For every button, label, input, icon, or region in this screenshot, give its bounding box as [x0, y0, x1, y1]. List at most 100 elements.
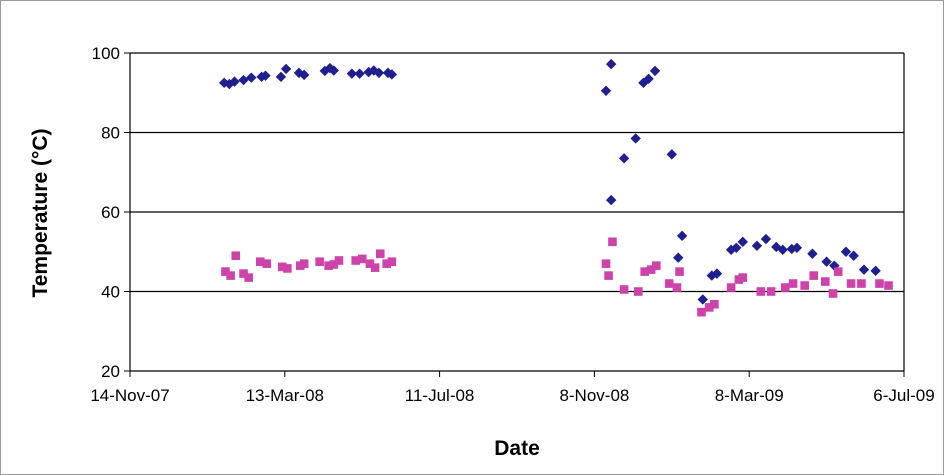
data-point-diamond	[777, 244, 788, 255]
data-point-square	[675, 267, 684, 276]
data-point-square	[283, 264, 292, 273]
x-tick-label: 11-Jul-08	[405, 386, 475, 405]
data-point-diamond	[600, 85, 612, 96]
data-point-diamond	[737, 236, 748, 248]
data-point-square	[704, 303, 714, 312]
data-point-square	[226, 271, 235, 280]
data-point-diamond	[649, 65, 661, 77]
data-point-square	[857, 279, 866, 288]
data-series	[218, 58, 893, 317]
series-2	[221, 237, 893, 317]
data-point-diamond	[638, 77, 649, 89]
data-point-diamond	[821, 256, 832, 267]
data-point-square	[351, 256, 361, 265]
data-point-square	[697, 307, 706, 317]
data-point-square	[239, 269, 248, 278]
data-point-square	[664, 279, 674, 288]
data-point-square	[221, 267, 230, 276]
data-point-square	[604, 271, 613, 280]
y-tick-label: 60	[101, 203, 120, 222]
x-tick-label: 8-Mar-09	[715, 386, 784, 405]
data-point-square	[726, 283, 736, 292]
data-point-square	[387, 257, 397, 266]
data-point-diamond	[791, 242, 803, 253]
data-point-diamond	[386, 69, 398, 80]
data-point-square	[788, 279, 798, 288]
data-point-square	[833, 267, 843, 276]
data-point-square	[710, 299, 719, 309]
grid-lines	[130, 52, 904, 293]
x-tick-label: 13-Mar-08	[246, 386, 324, 405]
series-1	[218, 58, 881, 305]
data-point-diamond	[280, 63, 292, 75]
x-tick-label: 8-Nov-08	[559, 386, 629, 405]
data-point-diamond	[605, 194, 617, 206]
data-point-square	[370, 263, 380, 272]
data-point-square	[334, 256, 344, 265]
data-point-diamond	[643, 73, 654, 85]
data-point-square	[315, 257, 324, 266]
data-point-square	[672, 283, 682, 292]
data-point-square	[652, 261, 661, 270]
data-point-diamond	[760, 233, 772, 245]
data-point-diamond	[858, 264, 870, 275]
data-point-diamond	[807, 248, 818, 259]
data-point-square	[244, 273, 253, 282]
data-point-square	[601, 259, 611, 268]
x-tick-label: 14-Nov-07	[90, 386, 169, 405]
data-point-square	[640, 267, 650, 276]
data-point-diamond	[373, 67, 385, 79]
data-point-diamond	[731, 242, 742, 253]
data-point-square	[884, 281, 893, 290]
data-point-square	[821, 277, 830, 286]
data-point-diamond	[368, 65, 380, 76]
data-point-square	[382, 259, 392, 268]
data-point-diamond	[673, 252, 684, 263]
data-point-square	[619, 285, 629, 294]
data-point-diamond	[751, 240, 763, 251]
data-point-diamond	[711, 268, 723, 279]
data-point-diamond	[870, 265, 881, 277]
data-point-diamond	[630, 133, 641, 144]
data-point-square	[324, 261, 333, 270]
data-point-square	[846, 279, 856, 288]
y-tick-label: 40	[101, 283, 120, 302]
y-axis-title: Temperature (°C)	[29, 128, 52, 297]
data-point-diamond	[328, 65, 340, 76]
data-point-diamond	[246, 72, 257, 83]
data-point-square	[766, 287, 776, 296]
axes	[124, 52, 905, 377]
data-point-square	[756, 287, 766, 296]
y-tick-label: 100	[92, 44, 120, 63]
data-point-diamond	[676, 230, 688, 242]
data-point-square	[633, 287, 643, 296]
data-point-diamond	[786, 243, 797, 255]
data-point-diamond	[346, 68, 358, 79]
data-point-square	[357, 254, 367, 264]
data-point-diamond	[618, 153, 630, 164]
data-point-square	[365, 259, 375, 268]
y-axis-tick-labels: 20 40 60 80 100	[92, 44, 120, 381]
data-point-diamond	[363, 66, 374, 78]
data-point-diamond	[229, 76, 240, 87]
data-point-diamond	[840, 246, 852, 257]
data-point-diamond	[848, 250, 859, 261]
data-point-diamond	[706, 270, 717, 281]
data-point-square	[299, 259, 309, 268]
data-point-square	[646, 265, 656, 274]
data-point-square	[738, 273, 748, 282]
data-point-diamond	[275, 71, 287, 83]
data-point-diamond	[605, 58, 617, 70]
x-axis-tick-labels: 14-Nov-07 13-Mar-08 11-Jul-08 8-Nov-08 8-Mar…	[90, 386, 934, 405]
data-point-square	[809, 271, 818, 280]
data-point-diamond	[260, 70, 271, 81]
data-point-diamond	[697, 294, 708, 305]
data-point-square	[781, 283, 790, 292]
data-point-diamond	[238, 74, 249, 86]
data-point-square	[375, 249, 385, 259]
data-point-diamond	[771, 241, 782, 253]
data-point-square	[800, 281, 809, 290]
y-tick-label: 80	[101, 124, 120, 143]
